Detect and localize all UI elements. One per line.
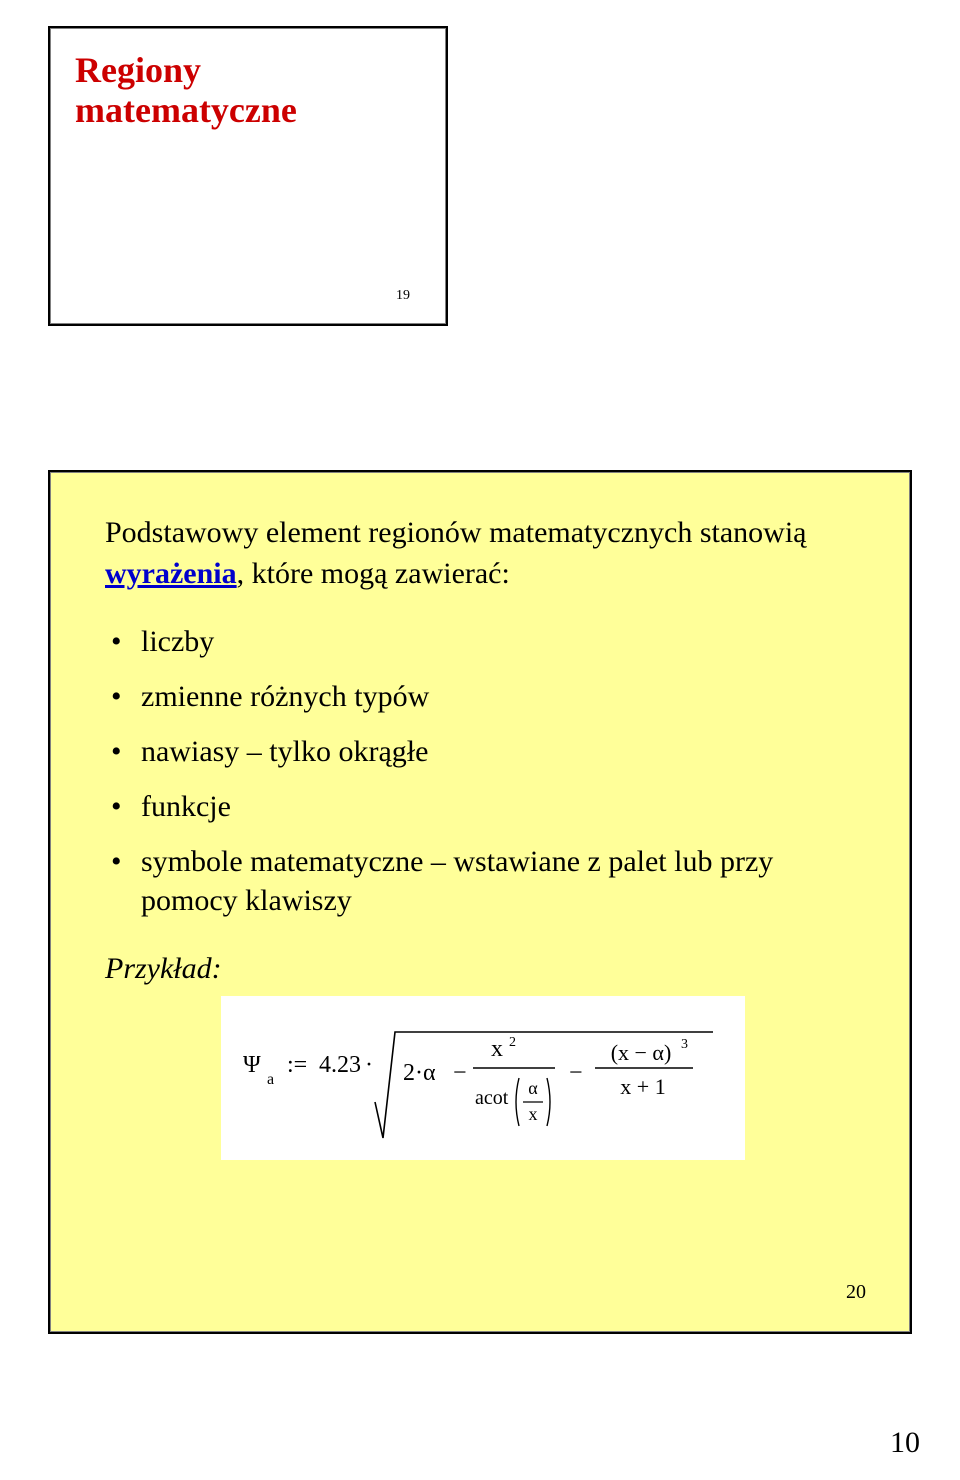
- formula-frac2-num-sup: 3: [681, 1037, 688, 1052]
- lead-link-word: wyrażenia: [105, 557, 237, 590]
- slide-1-title: Regiony matematyczne: [75, 51, 421, 130]
- page-container: Regiony matematyczne 19 Podstawowy eleme…: [0, 0, 960, 1480]
- lead-text-pre: Podstawowy element regionów matematyczny…: [105, 516, 806, 549]
- svg-text:−: −: [453, 1060, 467, 1086]
- formula-svg: Ψ a := 4.23 · 2·α − x: [243, 1012, 723, 1152]
- formula-lhs-sub: a: [267, 1071, 274, 1088]
- slide-2: Podstawowy element regionów matematyczny…: [48, 470, 912, 1334]
- slide-2-inner: Podstawowy element regionów matematyczny…: [50, 472, 910, 1332]
- slide-2-lead-sentence: Podstawowy element regionów matematyczny…: [105, 513, 861, 594]
- formula-assign: :=: [287, 1052, 307, 1078]
- formula-frac1-den-inner-num: α: [528, 1078, 538, 1098]
- formula-coeff: 4.23: [319, 1052, 361, 1078]
- formula-lhs-symbol: Ψ: [243, 1052, 261, 1078]
- list-item: nawiasy – tylko okrągłe: [105, 732, 861, 771]
- acot-paren-left: [516, 1078, 519, 1126]
- list-item: zmienne różnych typów: [105, 677, 861, 716]
- slide-1: Regiony matematyczne 19: [48, 26, 448, 326]
- formula-container: Ψ a := 4.23 · 2·α − x: [105, 996, 861, 1160]
- acot-paren-right: [547, 1078, 550, 1126]
- formula-term1: 2·α: [403, 1060, 436, 1086]
- slide-1-page-number: 19: [396, 288, 410, 304]
- example-label: Przykład:: [105, 952, 861, 986]
- formula-frac2-num: (x − α): [611, 1040, 672, 1065]
- list-item: funkcje: [105, 787, 861, 826]
- formula-box: Ψ a := 4.23 · 2·α − x: [221, 996, 745, 1160]
- slide-2-page-number: 20: [846, 1281, 866, 1304]
- formula-frac1-den-func: acot: [475, 1087, 509, 1109]
- formula-frac1-den-inner-den: x: [529, 1104, 538, 1124]
- overall-page-number: 10: [890, 1426, 920, 1460]
- list-item: liczby: [105, 622, 861, 661]
- svg-text:−: −: [569, 1060, 583, 1086]
- formula-frac2-den: x + 1: [620, 1074, 665, 1099]
- list-item: symbole matematyczne – wstawiane z palet…: [105, 842, 861, 920]
- lead-text-post: , które mogą zawierać:: [237, 557, 510, 590]
- slide-1-inner: Regiony matematyczne 19: [50, 28, 446, 324]
- bullet-list: liczby zmienne różnych typów nawiasy – t…: [105, 622, 861, 936]
- formula-frac1-num-sup: 2: [509, 1035, 516, 1050]
- svg-text:·: ·: [365, 1052, 373, 1078]
- formula-frac1-num: x: [491, 1036, 503, 1062]
